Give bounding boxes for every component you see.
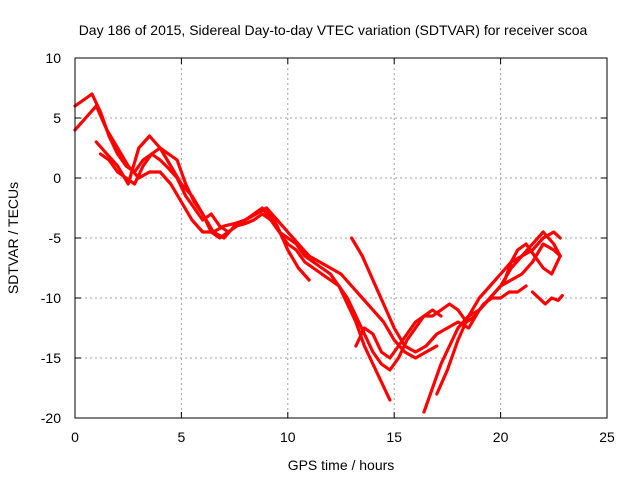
y-tick-label: 5 bbox=[53, 110, 61, 126]
y-tick-label: -5 bbox=[49, 230, 62, 246]
series-line-sat-8 bbox=[354, 284, 528, 360]
y-tick-label: 0 bbox=[53, 170, 61, 186]
series-line-sat-3 bbox=[98, 146, 392, 402]
y-tick-label: -15 bbox=[41, 350, 61, 366]
series-line-sat-10 bbox=[530, 290, 564, 306]
series-line-sat-4 bbox=[94, 134, 311, 282]
x-tick-label: 25 bbox=[599, 429, 615, 445]
x-tick-label: 15 bbox=[386, 429, 402, 445]
x-axis-label: GPS time / hours bbox=[288, 457, 395, 473]
x-tick-label: 20 bbox=[493, 429, 509, 445]
series-group bbox=[73, 92, 564, 414]
y-tick-label: -10 bbox=[41, 290, 61, 306]
chart-title: Day 186 of 2015, Sidereal Day-to-day VTE… bbox=[79, 22, 588, 38]
x-tick-label: 5 bbox=[178, 429, 186, 445]
y-axis-label: SDTVAR / TECUs bbox=[5, 182, 21, 294]
series-line-sat-5 bbox=[350, 236, 562, 354]
y-tick-label: -20 bbox=[41, 410, 61, 426]
grid bbox=[75, 58, 607, 418]
axis-ticks: 0 5 10 15 20 25 10 5 0 -5 -10 -15 -20 bbox=[41, 50, 615, 445]
series-line-sat-9 bbox=[503, 242, 562, 282]
y-tick-label: 10 bbox=[45, 50, 61, 66]
series-line-sat-7 bbox=[435, 230, 562, 396]
x-tick-label: 0 bbox=[71, 429, 79, 445]
x-tick-label: 10 bbox=[280, 429, 296, 445]
